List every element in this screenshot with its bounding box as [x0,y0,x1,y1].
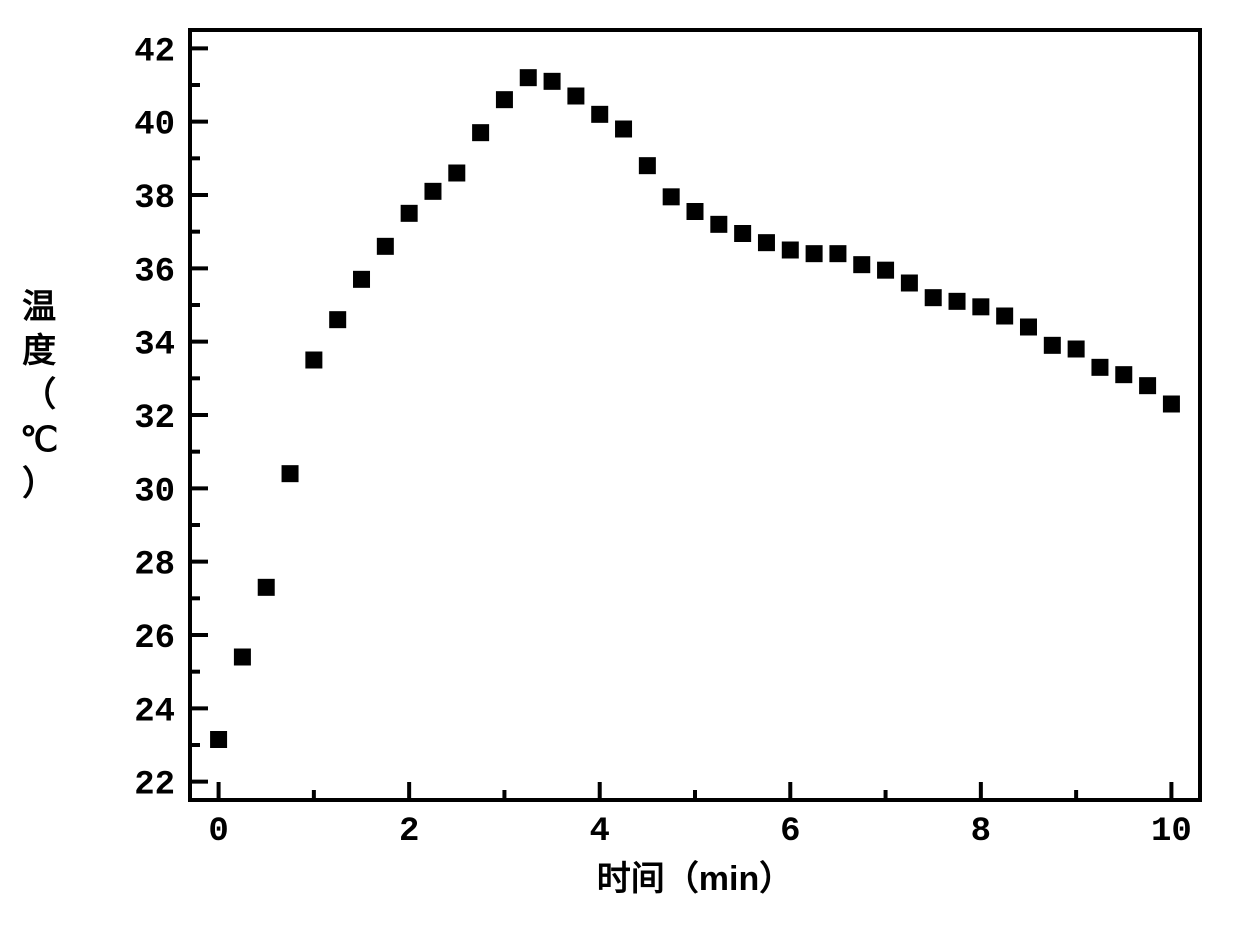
y-tick-label: 42 [134,33,175,71]
data-point [734,225,751,242]
y-axis-label-char-1: 温 [22,285,56,329]
chart-container: 02468102224262830323436384042时间（min） 温 度… [0,0,1240,925]
data-point [448,165,465,182]
y-axis-label-char-5: ） [22,462,56,506]
y-axis-label-char-2: 度 [22,329,56,373]
data-point [687,203,704,220]
x-axis-label: 时间（min） [597,859,793,898]
data-point [925,289,942,306]
data-point [544,73,561,90]
data-point [949,293,966,310]
data-point [329,311,346,328]
chart-svg: 02468102224262830323436384042时间（min） [0,0,1240,925]
data-point [1020,319,1037,336]
data-point [496,91,513,108]
x-tick-label: 8 [971,813,991,851]
data-point [663,188,680,205]
data-point [639,157,656,174]
data-point [877,262,894,279]
y-tick-label: 32 [134,400,175,438]
data-point [972,298,989,315]
y-tick-label: 26 [134,620,175,658]
y-tick-label: 36 [134,253,175,291]
data-point [1115,366,1132,383]
data-point [520,69,537,86]
y-axis-label-char-4: ℃ [20,418,58,462]
data-point [758,234,775,251]
y-tick-label: 38 [134,180,175,218]
data-point [710,216,727,233]
data-point [567,88,584,105]
data-point [806,245,823,262]
x-tick-label: 0 [208,813,228,851]
x-tick-label: 10 [1151,813,1192,851]
y-tick-label: 22 [134,767,175,805]
data-point [615,121,632,138]
data-point [901,275,918,292]
y-tick-label: 28 [134,547,175,585]
data-point [210,731,227,748]
data-point [1091,359,1108,376]
data-point [234,649,251,666]
data-point [1163,396,1180,413]
x-tick-label: 2 [399,813,419,851]
data-point [996,308,1013,325]
y-axis-label-char-3: （ [22,373,56,417]
y-tick-label: 30 [134,473,175,511]
data-point [782,242,799,259]
data-point [1068,341,1085,358]
data-point [353,271,370,288]
data-point [424,183,441,200]
data-point [282,465,299,482]
data-point [258,579,275,596]
data-point [401,205,418,222]
data-point [829,245,846,262]
y-axis-label: 温 度 （ ℃ ） [20,285,58,506]
y-tick-label: 40 [134,107,175,145]
x-tick-label: 4 [590,813,610,851]
data-point [1044,337,1061,354]
y-tick-label: 24 [134,693,175,731]
x-tick-label: 6 [780,813,800,851]
data-point [472,124,489,141]
data-point [377,238,394,255]
data-point [1139,377,1156,394]
data-point [305,352,322,369]
data-point [853,256,870,273]
y-tick-label: 34 [134,327,175,365]
data-point [591,106,608,123]
